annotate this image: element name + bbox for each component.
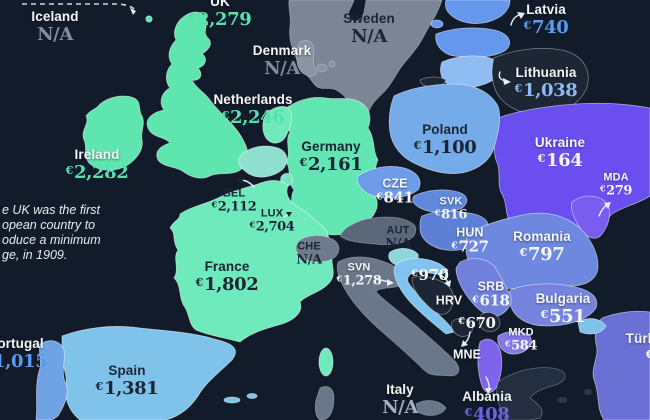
country-shape-turkiye xyxy=(592,310,650,420)
country-shape-belarus xyxy=(491,48,589,116)
label-lux: LUX €2,704 xyxy=(249,207,295,234)
country-shape-netherlands xyxy=(262,106,293,144)
greek-island xyxy=(557,397,567,403)
label-turkiye: Türkiye € xyxy=(625,330,650,361)
country-shape-austria xyxy=(339,216,417,246)
annotation-line: ge, in 1909. xyxy=(2,248,68,262)
country-shape-kosovo xyxy=(478,312,501,332)
label-portugal: Portugal €1,015 xyxy=(0,335,48,373)
label-germany: Germany €2,161 xyxy=(299,138,363,176)
annotation-line: oduce a minimum xyxy=(2,233,101,247)
lux-arrow-head xyxy=(286,212,292,217)
greek-island-2 xyxy=(584,389,592,395)
country-shape-france xyxy=(169,180,335,343)
country-shape-turkiye-thrace xyxy=(577,318,607,335)
country-shape-denmark xyxy=(296,40,317,77)
label-mda: MDA €279 xyxy=(599,171,633,198)
country-shape-switzerland xyxy=(295,235,340,263)
country-shape-latvia xyxy=(435,27,510,58)
country-shape-shetland xyxy=(145,15,153,23)
label-albania: Albania €408 xyxy=(462,388,512,420)
country-shape-greece xyxy=(496,367,566,420)
country-shape-uk xyxy=(146,11,249,179)
label-netherlands: Netherlands €2,246 xyxy=(213,91,293,129)
label-iceland: Iceland N/A xyxy=(31,8,79,46)
country-shape-denmark-islands-2 xyxy=(328,60,336,68)
country-shape-sardinia xyxy=(314,386,335,420)
country-shape-corsica xyxy=(318,347,334,377)
annotation-line: opean country to xyxy=(2,218,96,232)
label-hun: HUN €727 xyxy=(451,225,489,256)
country-shape-bosnia xyxy=(411,276,454,315)
label-poland: Poland €1,100 xyxy=(413,121,477,159)
label-svk: SVK €816 xyxy=(434,195,468,222)
mne-arrow-head xyxy=(461,340,468,347)
label-mne-name: MNE xyxy=(452,347,482,362)
country-shape-poland xyxy=(388,83,501,174)
svn-arrow-head xyxy=(387,279,394,286)
country-shape-czechia xyxy=(357,166,421,199)
label-hrv-value: €970 xyxy=(411,266,449,285)
label-mkd: MKD €584 xyxy=(504,326,538,353)
annotation-text: e UK was the first opean country to oduc… xyxy=(2,203,101,263)
country-shape-north-macedonia xyxy=(497,331,532,355)
label-che: CHE N/A xyxy=(296,240,322,267)
country-shape-serbia xyxy=(455,258,512,317)
bel-arrow-head xyxy=(236,177,244,184)
mda-arrow-head xyxy=(604,202,611,209)
annotation-line: e UK was the first xyxy=(2,203,100,217)
country-shape-balearics-2 xyxy=(246,393,258,399)
label-srb: SRB €618 xyxy=(472,279,510,310)
hrv-arrow-head xyxy=(444,280,451,287)
label-ukraine: Ukraine €164 xyxy=(534,134,586,172)
albania-arrow-head xyxy=(485,388,492,394)
country-shape-estonia-islands xyxy=(430,19,444,29)
label-lithuania: Lithuania €1,038 xyxy=(514,64,578,102)
label-cze: CZE €841 xyxy=(376,176,414,207)
latvia-arrow-head xyxy=(517,12,525,19)
label-hrv-name: HRV xyxy=(435,293,463,308)
label-spain: Spain €1,381 xyxy=(95,362,159,400)
country-shape-portugal xyxy=(35,340,68,420)
country-shape-balearics xyxy=(223,396,241,404)
lithuania-arrow-head xyxy=(503,78,511,85)
label-ireland: Ireland €2,282 xyxy=(65,146,129,184)
label-uk: UK €2,279 xyxy=(188,0,252,31)
country-shape-moldova xyxy=(571,195,610,239)
callout-arrows xyxy=(22,3,611,394)
country-shape-estonia xyxy=(445,0,511,24)
label-latvia: Latvia €740 xyxy=(523,1,569,39)
country-shape-ireland xyxy=(82,95,144,171)
label-bel: BEL €2,112 xyxy=(211,187,257,214)
label-romania: Romania €797 xyxy=(513,228,571,266)
country-shape-belgium xyxy=(238,145,288,178)
country-shape-denmark-islands xyxy=(316,63,328,73)
label-sweden: Sweden N/A xyxy=(343,10,395,48)
country-shape-sicily xyxy=(415,400,447,416)
label-svn: SVN €1,278 xyxy=(336,261,382,288)
country-shape-slovakia xyxy=(412,189,468,213)
uk-dashed-callout-head xyxy=(130,8,136,15)
label-bulgaria: Bulgaria €551 xyxy=(535,290,591,328)
label-denmark: Denmark N/A xyxy=(252,42,312,80)
label-aut: AUT N/A xyxy=(385,224,411,251)
label-mne-value: €670 xyxy=(458,314,496,333)
label-italy: Italy N/A xyxy=(382,381,418,419)
label-france: France €1,802 xyxy=(195,258,259,296)
